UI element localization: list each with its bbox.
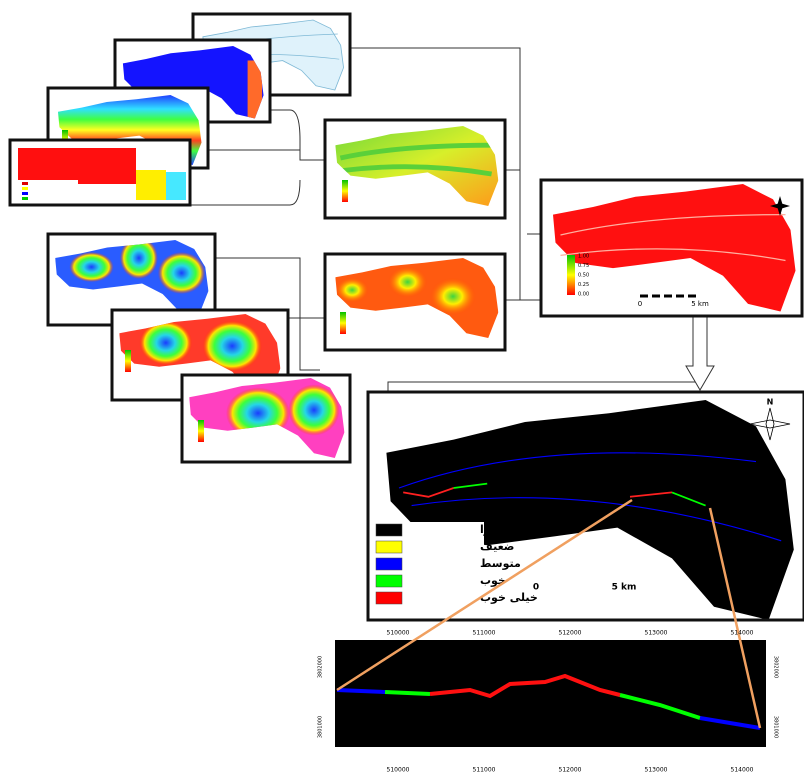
legend-swatch: [376, 541, 402, 553]
x-tick-label: 513000: [645, 630, 668, 637]
intermediate-map-2: [325, 254, 505, 350]
legend-label: ضعیف: [480, 540, 514, 553]
legend-tick: 0.75: [578, 263, 589, 269]
legend-label: غیر قابل اجرا: [480, 523, 554, 536]
suitability-map: 0 5 km 1.00 0.75 0.50 0.25 0.00: [541, 180, 802, 316]
x-tick-label: 512000: [559, 630, 582, 637]
y-tick-label: 3802000: [318, 656, 324, 678]
x-tick-label: 510000: [387, 767, 410, 774]
scale-start: 0: [638, 300, 642, 308]
x-tick-label: 514000: [731, 630, 754, 637]
north-label: N: [767, 398, 774, 407]
figure: 0 5 km 1.00 0.75 0.50 0.25 0.00 N 0 5 km غیر…: [0, 0, 804, 776]
legend-swatch: [376, 575, 402, 587]
x-tick-label: 511000: [473, 630, 496, 637]
input-map-4: [10, 140, 190, 205]
legend-swatch: [376, 558, 402, 570]
x-tick-label: 510000: [387, 630, 410, 637]
legend-tick: 0.50: [578, 273, 589, 279]
scale-end: 5 km: [612, 583, 637, 593]
x-tick-label: 511000: [473, 767, 496, 774]
legend-tick: 1.00: [578, 254, 589, 260]
legend-tick: 0.00: [578, 292, 589, 298]
legend-swatch: [376, 524, 402, 536]
legend-tick: 0.25: [578, 282, 589, 288]
intermediate-map-1: [325, 120, 505, 218]
legend-swatch: [376, 592, 402, 604]
x-tick-label: 512000: [559, 767, 582, 774]
x-tick-label: 513000: [645, 767, 668, 774]
legend-label: متوسط: [480, 557, 521, 570]
scale-end: 5 km: [691, 300, 709, 308]
y-tick-label: 3801000: [773, 716, 779, 738]
y-tick-label: 3801000: [318, 716, 324, 738]
y-tick-label: 3802000: [773, 656, 779, 678]
input-map-7: [182, 375, 350, 462]
x-tick-label: 514000: [731, 767, 754, 774]
